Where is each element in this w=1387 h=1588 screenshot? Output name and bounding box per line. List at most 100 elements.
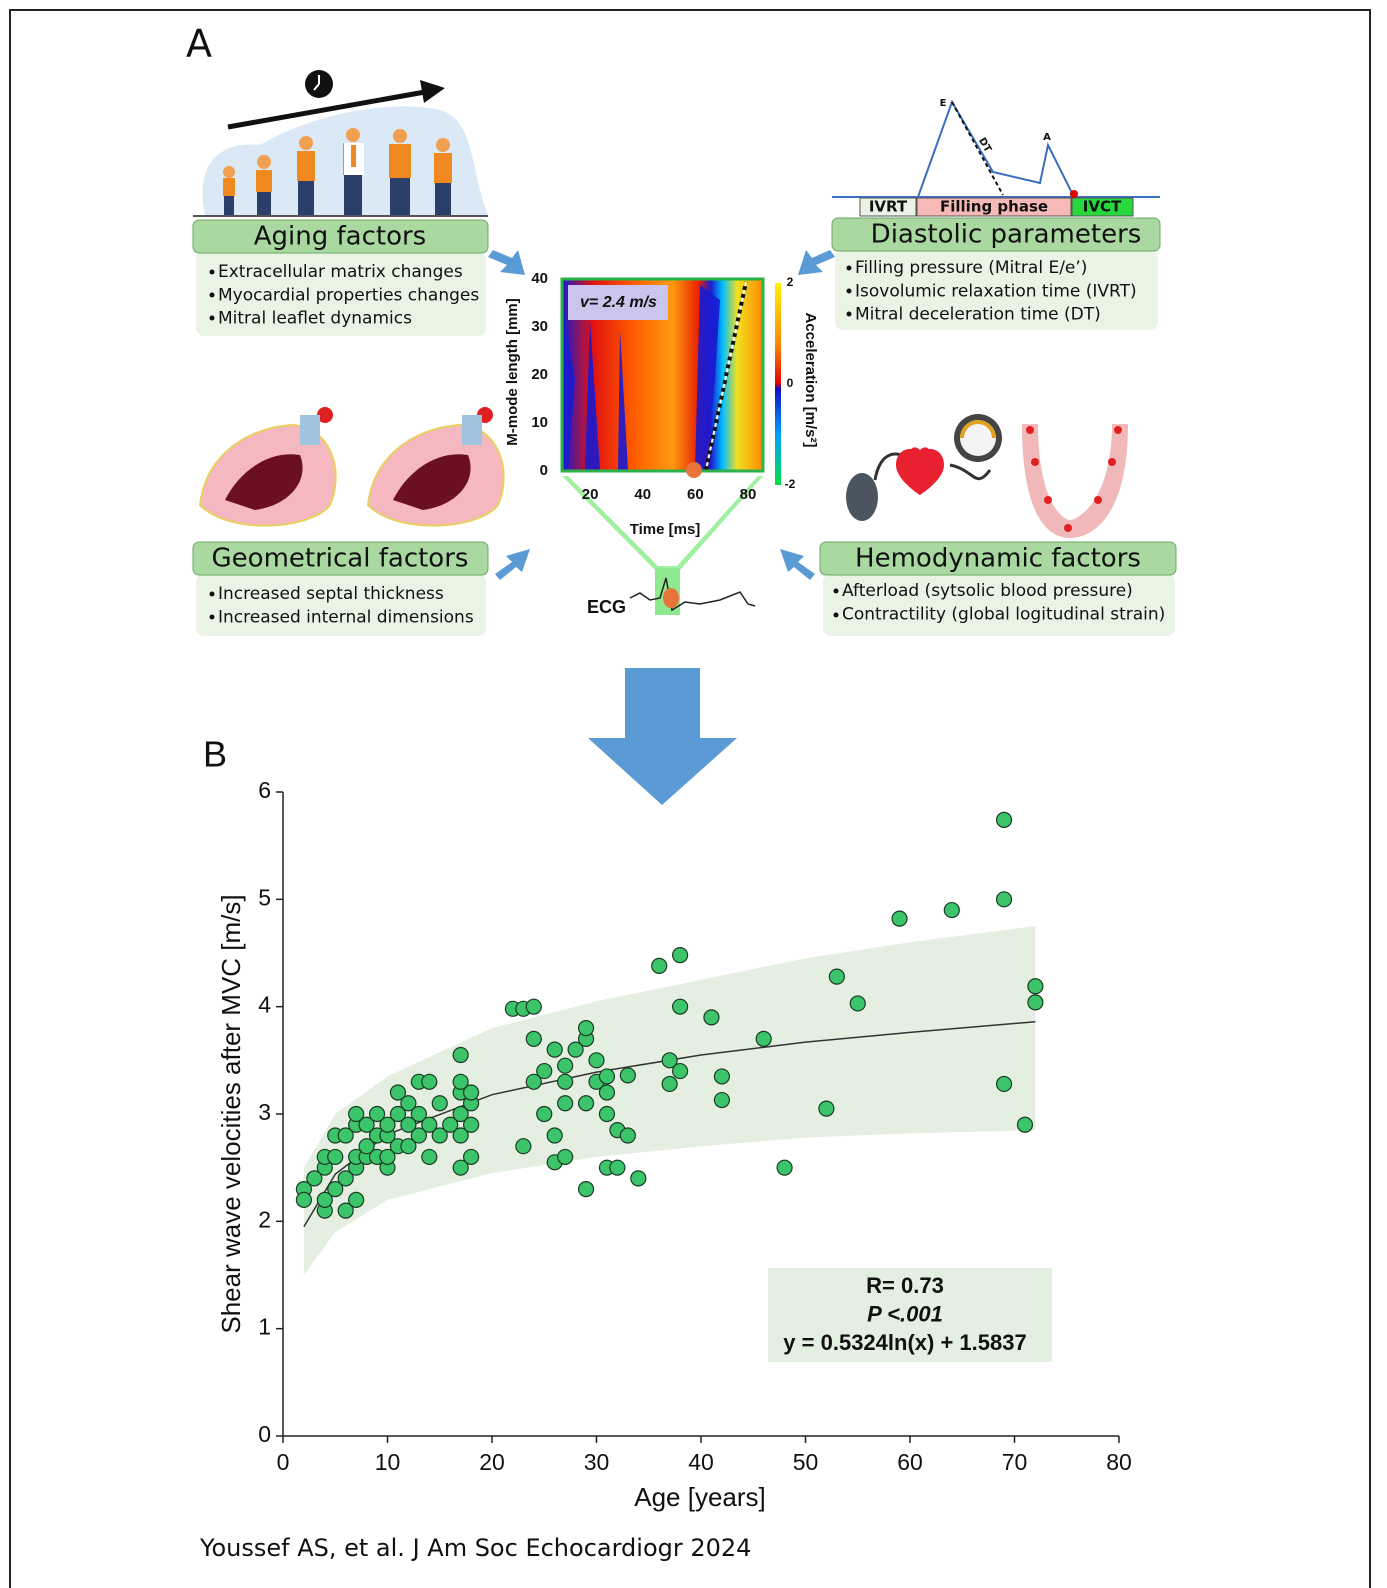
point [598,1068,616,1085]
point [943,901,960,919]
point [598,1105,616,1123]
point [651,957,668,974]
point [379,1116,396,1133]
x-tick-label: 50 [793,1449,819,1475]
point [348,1191,365,1208]
point [588,1052,605,1069]
ecg-label: ECG [587,597,626,617]
colorbar-tick-label: -2 [785,477,796,491]
box-item: Extracellular matrix changes [218,262,463,282]
geometrical-box [192,541,489,636]
point [327,1181,344,1198]
point [995,891,1013,908]
point [431,1095,448,1112]
box-item: Contractility (global logitudinal strain… [842,604,1165,624]
box-title: Hemodynamic factors [855,544,1141,574]
doppler-label: A [1043,132,1051,143]
x-tick-label: 10 [375,1449,401,1475]
y-tick-label: 2 [258,1206,271,1232]
box-item: Mitral leaflet dynamics [218,309,412,329]
point [557,1095,574,1112]
point [389,1084,407,1101]
mmode-x-tick-label: 80 [740,486,757,503]
point [557,1073,574,1090]
phase-label: IVRT [869,198,908,216]
point [452,1073,469,1090]
mmode-y-label: M-mode length [mm] [504,298,521,446]
point [337,1127,354,1144]
point [577,1095,595,1112]
doppler-diagram [832,99,1160,217]
point [849,995,866,1012]
y-tick-label: 1 [258,1314,271,1340]
y-tick-label: 4 [258,992,271,1018]
x-tick-label: 80 [1106,1449,1132,1475]
point [630,1170,647,1187]
x-tick-label: 40 [688,1449,714,1475]
point [577,1181,595,1198]
point [327,1148,344,1166]
doppler-label: E [940,98,947,109]
mmode-y-tick-label: 20 [531,366,548,383]
colorbar-tick-label: 0 [787,376,794,390]
point [1027,978,1044,995]
point [1016,1116,1034,1133]
y-tick-label: 5 [258,884,271,910]
point [567,1041,584,1058]
box-item: Mitral deceleration time (DT) [855,305,1101,325]
point [421,1073,438,1090]
point [828,968,845,985]
colorbar-label: Acceleration [m/s²] [802,312,819,447]
panel-label: B [203,734,227,775]
point [995,1075,1013,1093]
point [525,998,542,1015]
point [358,1116,375,1133]
point [661,1052,678,1069]
mmode-y-tick-label: 10 [531,414,548,431]
point [619,1127,636,1144]
point [515,1138,532,1155]
point [410,1105,427,1123]
box-item: Increased internal dimensions [218,607,474,627]
point [348,1105,365,1123]
point [995,811,1013,829]
point [306,1170,323,1187]
point [410,1127,427,1144]
hemodynamic-box [819,541,1177,636]
diastolic-box [831,217,1161,330]
point [337,1170,354,1187]
panel-label: A [186,22,212,66]
mmode-y-tick-label: 40 [531,270,548,287]
point [368,1105,386,1123]
point [609,1159,626,1176]
frame [9,9,1371,1588]
point [400,1116,417,1133]
y-axis-label: Shear wave velocities after MVC [m/s] [216,894,246,1333]
mmode-y-tick-label: 30 [531,318,548,335]
point [525,1030,542,1047]
box-item: Filling pressure (Mitral E/e’) [855,258,1087,278]
box-item: Isovolumic relaxation time (IVRT) [855,281,1137,301]
point [463,1084,480,1101]
point [379,1148,396,1166]
point [671,998,689,1015]
mmode-y-tick-label: 0 [540,462,548,479]
people-illustration [193,70,488,217]
x-tick-label: 70 [1002,1449,1028,1475]
point [557,1057,574,1074]
box-title: Aging factors [254,222,426,252]
annotation-box [768,1268,1052,1362]
point [316,1191,333,1208]
x-tick-label: 60 [897,1449,923,1475]
point [295,1191,312,1208]
point [442,1116,459,1133]
point [703,1009,720,1026]
colorbar-tick-label: 2 [787,275,794,289]
point [463,1148,480,1166]
mmode-x-label: Time [ms] [630,521,701,538]
point [598,1084,616,1101]
point [400,1095,417,1112]
source: Youssef AS, et al. J Am Soc Echocardiogr… [199,1534,751,1562]
point [891,910,908,927]
